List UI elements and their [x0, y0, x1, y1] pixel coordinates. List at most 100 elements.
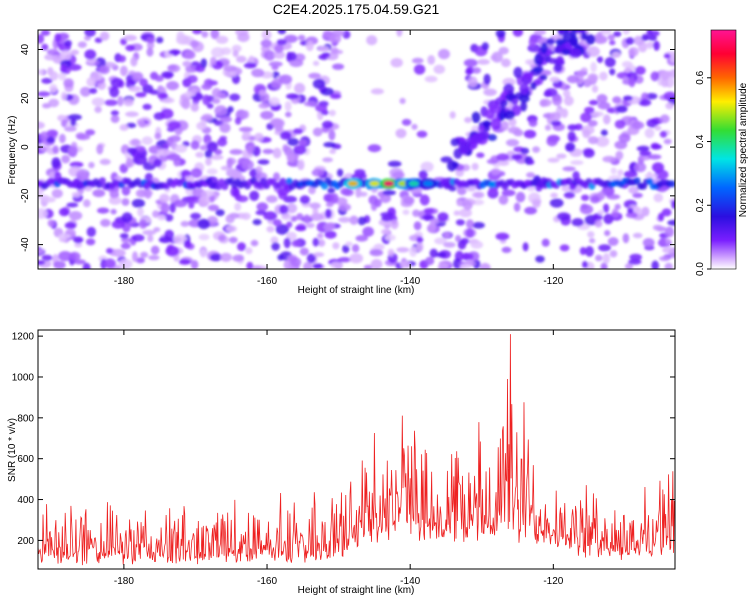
heatmap-cell [121, 237, 132, 243]
heatmap-cell [59, 133, 66, 144]
heatmap-cell [156, 148, 171, 156]
heatmap-cell [190, 103, 199, 112]
heatmap-cell [158, 236, 172, 244]
heatmap-cell [369, 180, 380, 187]
heatmap-cell [332, 63, 345, 70]
heatmap-cell [70, 49, 80, 56]
spectrogram-y-tick-label: 0 [20, 144, 31, 150]
heatmap-cell [199, 145, 209, 151]
colorbar-ticks: 0.0 0.2 0.4 0.6 [695, 70, 711, 276]
heatmap-cell [61, 154, 70, 164]
heatmap-cell [349, 253, 364, 264]
heatmap-cell [607, 34, 615, 41]
heatmap-cell [154, 132, 162, 140]
heatmap-cell [392, 171, 405, 179]
heatmap-cell [176, 31, 185, 41]
heatmap-cell [258, 102, 270, 109]
heatmap-cell [120, 65, 128, 77]
spectrogram-x-tick-label: -140 [400, 276, 420, 287]
heatmap-cell [402, 196, 415, 205]
heatmap-cell [139, 219, 148, 229]
heatmap-cell [370, 88, 384, 95]
heatmap-cell [190, 40, 199, 48]
heatmap-cell [230, 170, 243, 181]
heatmap-cell [280, 131, 292, 140]
heatmap-cell [211, 87, 222, 98]
heatmap-cell [489, 104, 502, 114]
heatmap-cell [321, 52, 331, 58]
spectrogram-panel: -180 -160 -140 -120 -40 -20 0 20 40 Height of s… [7, 29, 676, 296]
heatmap-cell [246, 261, 254, 269]
heatmap-cell [76, 171, 89, 181]
heatmap-cell [219, 122, 231, 133]
colorbar: 0.0 0.2 0.4 0.6 Normalized spectral amplitu… [695, 29, 749, 276]
heatmap-cell [349, 215, 359, 225]
heatmap-cell [595, 136, 610, 147]
heatmap-cell [546, 38, 555, 45]
heatmap-cell [195, 151, 205, 158]
heatmap-cell [636, 145, 650, 152]
heatmap-cell [490, 117, 502, 130]
heatmap-cell [576, 30, 587, 34]
heatmap-cell [38, 91, 51, 97]
heatmap-cell [182, 60, 192, 67]
heatmap-cell [281, 213, 293, 221]
heatmap-cell [610, 212, 620, 218]
heatmap-cell [646, 177, 654, 185]
heatmap-cell [152, 210, 160, 218]
heatmap-cell [46, 136, 55, 144]
heatmap-cell [552, 94, 563, 106]
heatmap-cell [138, 120, 146, 128]
heatmap-cell [153, 227, 161, 233]
heatmap-cell [590, 195, 600, 204]
heatmap-cell [150, 245, 160, 255]
heatmap-cell [99, 65, 110, 75]
heatmap-cell [443, 232, 451, 239]
heatmap-cell [135, 189, 147, 198]
heatmap-cell [580, 112, 592, 123]
heatmap-cell [402, 209, 410, 215]
heatmap-cell [465, 228, 475, 238]
heatmap-cell [659, 114, 670, 124]
spectrogram-frame [37, 29, 676, 270]
heatmap-cell [308, 72, 321, 79]
heatmap-cell [68, 211, 83, 221]
heatmap-cell [511, 154, 523, 161]
heatmap-cell [200, 249, 207, 258]
heatmap-cell [210, 30, 220, 40]
heatmap-cell [286, 203, 298, 214]
heatmap-cell [653, 40, 660, 51]
heatmap-cell [355, 235, 369, 242]
heatmap-cell [111, 220, 125, 229]
heatmap-cell [505, 93, 517, 100]
heatmap-cell [357, 216, 367, 226]
heatmap-cell [657, 212, 665, 222]
heatmap-cell [84, 49, 97, 60]
heatmap-cell [190, 168, 203, 178]
heatmap-cell [581, 194, 590, 201]
heatmap-cell [205, 157, 212, 166]
heatmap-cell [602, 253, 610, 264]
heatmap-cell [46, 129, 59, 137]
snr-y-tick-label: 1200 [12, 332, 35, 343]
heatmap-cell [671, 199, 675, 209]
heatmap-cell [160, 202, 170, 214]
heatmap-cell [556, 153, 567, 159]
heatmap-cell [323, 223, 334, 232]
spectrogram-y-tick-label: 40 [20, 44, 31, 56]
heatmap-cell [329, 148, 337, 154]
heatmap-cell [312, 237, 320, 247]
heatmap-cell [559, 244, 570, 252]
heatmap-cell [472, 222, 485, 229]
heatmap-cell [257, 159, 270, 165]
heatmap-cell [180, 220, 190, 227]
heatmap-cell [408, 180, 419, 187]
heatmap-cell [241, 159, 254, 171]
heatmap-cell [146, 47, 154, 57]
heatmap-cell [309, 202, 321, 210]
heatmap-cell [98, 177, 106, 185]
heatmap-cell [379, 193, 391, 204]
heatmap-cell [121, 186, 131, 196]
heatmap-cell [110, 115, 120, 123]
heatmap-cell [94, 37, 103, 43]
